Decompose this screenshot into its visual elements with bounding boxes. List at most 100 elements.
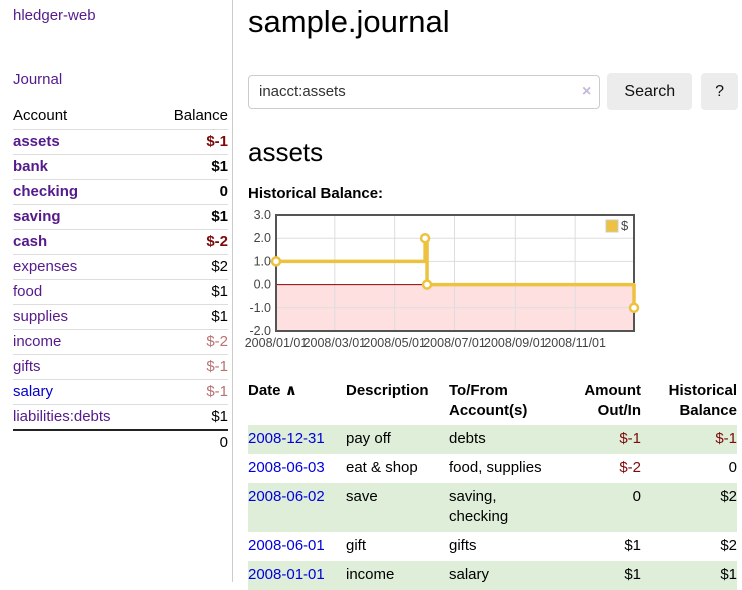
account-row: food $1 bbox=[13, 279, 228, 305]
transaction-row: 2008-06-01 gift gifts $1 $2 bbox=[248, 532, 737, 561]
description-column-header: Description bbox=[346, 382, 429, 399]
account-row: bank $1 bbox=[13, 154, 228, 180]
account-balance: $2 bbox=[211, 258, 228, 275]
main-content: sample.journal × Search ? assets Histori… bbox=[245, 0, 738, 590]
account-row: income $-2 bbox=[13, 329, 228, 355]
svg-text:-1.0: -1.0 bbox=[249, 301, 271, 315]
account-link-assets[interactable]: assets bbox=[13, 133, 60, 150]
account-link-cash[interactable]: cash bbox=[13, 233, 48, 250]
svg-text:1.0: 1.0 bbox=[254, 254, 271, 268]
account-link-gifts[interactable]: gifts bbox=[13, 358, 41, 375]
account-link-liabilities-debts[interactable]: liabilities:debts bbox=[13, 408, 111, 425]
account-balance-cell: $-2 bbox=[151, 229, 228, 255]
transaction-amount: $-2 bbox=[619, 459, 641, 476]
account-balance-cell: $-1 bbox=[151, 379, 228, 405]
svg-text:-2.0: -2.0 bbox=[249, 324, 271, 338]
account-link-expenses[interactable]: expenses bbox=[13, 258, 78, 275]
accounts-table: Account Balance assets $-1 bank $1 checking 0… bbox=[13, 105, 228, 455]
search-input[interactable] bbox=[248, 74, 601, 109]
clear-search-icon[interactable]: × bbox=[582, 82, 592, 100]
account-balance: $1 bbox=[211, 408, 228, 425]
account-balance-cell: 0 bbox=[151, 179, 228, 205]
transaction-description-cell: gift bbox=[346, 537, 367, 554]
search-input-wrapper: × bbox=[248, 74, 601, 109]
transaction-historical-balance: $2 bbox=[720, 537, 737, 554]
transaction-amount: 0 bbox=[632, 488, 641, 505]
accounts-total-spacer bbox=[13, 429, 152, 455]
account-link-salary[interactable]: salary bbox=[13, 383, 54, 400]
transaction-description-cell: eat & shop bbox=[346, 459, 418, 476]
account-link-bank[interactable]: bank bbox=[13, 158, 49, 175]
sidebar-item-journal[interactable]: Journal bbox=[13, 71, 63, 88]
account-link-checking[interactable]: checking bbox=[13, 183, 79, 200]
transaction-amount-cell: $-2 bbox=[557, 454, 641, 483]
transactions-header-row: Date ∧ Description To/From Account(s) Am… bbox=[248, 379, 737, 425]
transaction-historical-balance: $-1 bbox=[715, 430, 737, 447]
account-balance: $1 bbox=[211, 208, 228, 225]
account-link-food[interactable]: food bbox=[13, 283, 43, 300]
transaction-date-link[interactable]: 2008-06-02 bbox=[248, 488, 325, 505]
date-column-header[interactable]: Date ∧ bbox=[248, 379, 346, 425]
transaction-tofrom-cell: salary bbox=[449, 566, 490, 583]
account-row: saving $1 bbox=[13, 204, 228, 230]
transaction-amount-cell: $1 bbox=[557, 532, 641, 561]
transaction-date-cell: 2008-01-01 bbox=[248, 561, 346, 590]
transaction-row: 2008-01-01 income salary $1 $1 bbox=[248, 561, 737, 590]
svg-text:2008/01/01: 2008/01/01 bbox=[245, 336, 308, 350]
transaction-historical-balance: $2 bbox=[720, 488, 737, 505]
account-link-income[interactable]: income bbox=[13, 333, 62, 350]
accounts-header-row: Account Balance bbox=[13, 105, 228, 130]
svg-text:2008/07/01: 2008/07/01 bbox=[423, 336, 486, 350]
svg-text:$: $ bbox=[621, 218, 629, 233]
account-row: salary $-1 bbox=[13, 379, 228, 405]
transaction-date-cell: 2008-12-31 bbox=[248, 425, 346, 454]
svg-text:2008/11/01: 2008/11/01 bbox=[544, 336, 606, 350]
transaction-historical-cell: 0 bbox=[641, 454, 737, 483]
app-title-link[interactable]: hledger-web bbox=[13, 7, 96, 24]
chart-label: Historical Balance: bbox=[248, 185, 384, 202]
transaction-date-cell: 2008-06-03 bbox=[248, 454, 346, 483]
account-column-header: Account bbox=[13, 107, 68, 124]
transaction-description-cell: pay off bbox=[346, 430, 391, 447]
transaction-date-link[interactable]: 2008-06-01 bbox=[248, 537, 325, 554]
help-button[interactable]: ? bbox=[701, 73, 738, 110]
account-row: assets $-1 bbox=[13, 129, 228, 155]
account-cell: assets bbox=[13, 129, 152, 155]
account-link-saving[interactable]: saving bbox=[13, 208, 61, 225]
page-title: sample.journal bbox=[248, 4, 450, 39]
account-balance: $1 bbox=[211, 283, 228, 300]
transaction-description-cell: income bbox=[346, 566, 395, 583]
account-cell: gifts bbox=[13, 354, 152, 380]
transaction-amount-cell: 0 bbox=[557, 483, 641, 532]
search-form: × Search ? bbox=[248, 73, 738, 110]
transaction-date-link[interactable]: 2008-12-31 bbox=[248, 430, 325, 447]
transaction-date-cell: 2008-06-01 bbox=[248, 532, 346, 561]
transaction-date-cell: 2008-06-02 bbox=[248, 483, 346, 532]
accounts-total-row: 0 bbox=[13, 429, 228, 455]
svg-text:0.0: 0.0 bbox=[254, 278, 271, 292]
account-balance: $-1 bbox=[206, 383, 228, 400]
transactions-table: Date ∧ Description To/From Account(s) Am… bbox=[248, 379, 737, 590]
sidebar: hledger-web Journal Account Balance asse… bbox=[0, 0, 233, 582]
account-cell: food bbox=[13, 279, 152, 305]
account-row: supplies $1 bbox=[13, 304, 228, 330]
transaction-date-link[interactable]: 2008-06-03 bbox=[248, 459, 325, 476]
account-link-supplies[interactable]: supplies bbox=[13, 308, 69, 325]
account-cell: income bbox=[13, 329, 152, 355]
svg-text:2008/05/01: 2008/05/01 bbox=[363, 336, 426, 350]
account-balance: $-2 bbox=[206, 333, 228, 350]
transaction-amount: $-1 bbox=[619, 430, 641, 447]
historical-column-header: Historical Balance bbox=[668, 382, 737, 419]
account-balance: 0 bbox=[219, 183, 228, 200]
transaction-date-link[interactable]: 2008-01-01 bbox=[248, 566, 325, 583]
transaction-row: 2008-12-31 pay off debts $-1 $-1 bbox=[248, 425, 737, 454]
transaction-historical-cell: $2 bbox=[641, 532, 737, 561]
account-cell: supplies bbox=[13, 304, 152, 330]
transaction-amount-cell: $1 bbox=[557, 561, 641, 590]
transaction-tofrom-cell: debts bbox=[449, 430, 486, 447]
search-button[interactable]: Search bbox=[607, 73, 693, 110]
account-row: expenses $2 bbox=[13, 254, 228, 280]
transaction-tofrom-cell: gifts bbox=[449, 537, 477, 554]
account-balance: $-1 bbox=[206, 133, 228, 150]
transaction-historical-cell: $1 bbox=[641, 561, 737, 590]
